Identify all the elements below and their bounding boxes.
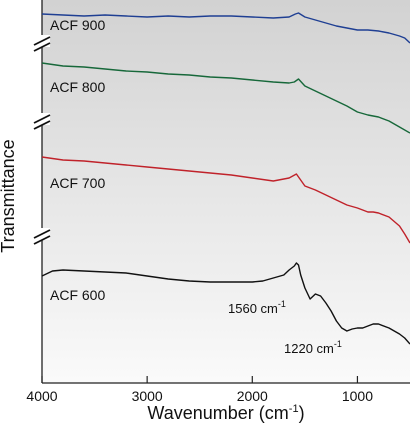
x-tick-label-3000: 3000	[132, 388, 163, 404]
series-label-acf600: ACF 600	[50, 287, 105, 303]
axis-break-3	[33, 228, 51, 245]
axis-break-1	[33, 35, 51, 52]
plot-area	[42, 0, 410, 383]
x-tick-label-4000: 4000	[26, 388, 57, 404]
x-tick-label-1000: 1000	[342, 388, 373, 404]
series-label-acf800: ACF 800	[50, 79, 105, 95]
x-axis-title: Wavenumber (cm-1)	[147, 403, 304, 423]
series-line-acf600	[41, 262, 410, 345]
annotation-1560: 1560 cm-1	[228, 299, 286, 316]
series-line-acf700	[41, 156, 410, 244]
axis-break-2	[33, 113, 51, 130]
series-label-acf900: ACF 900	[50, 17, 105, 33]
x-tick-label-2000: 2000	[237, 388, 268, 404]
series-label-acf700: ACF 700	[50, 175, 105, 191]
annotation-1220: 1220 cm-1	[284, 339, 342, 356]
series-line-acf900	[41, 12, 410, 44]
series-line-acf800	[41, 62, 410, 134]
y-axis-title: Transmittance	[0, 139, 18, 252]
